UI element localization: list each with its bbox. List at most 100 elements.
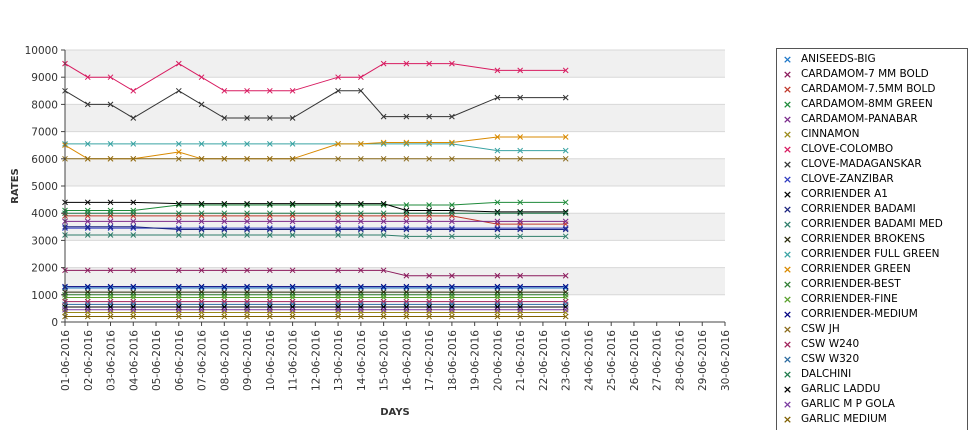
data-point	[562, 210, 569, 217]
data-point	[84, 313, 91, 320]
data-point	[358, 225, 364, 232]
data-point	[494, 306, 501, 313]
data-point	[494, 283, 501, 290]
legend-label: CSW W320	[801, 353, 860, 365]
legend-marker-icon: ×	[782, 278, 793, 291]
data-point	[449, 140, 455, 147]
data-point	[289, 285, 296, 291]
data-point	[494, 94, 501, 101]
legend-item: × CSW W320	[777, 352, 967, 367]
legend-label: CORRIENDER GREEN	[801, 263, 911, 275]
x-tick-label: 20-06-2016	[492, 330, 504, 391]
data-point	[130, 115, 137, 121]
data-point	[358, 155, 364, 162]
legend-label: CARDAMOM-PANABAR	[801, 113, 918, 125]
data-point	[517, 225, 524, 232]
data-point	[84, 101, 91, 108]
data-point	[380, 226, 387, 233]
data-point	[449, 155, 455, 162]
data-point	[403, 313, 410, 320]
legend-item: × CORRIENDER A1	[777, 187, 967, 202]
y-tick-label: 0	[51, 317, 58, 329]
data-point	[107, 101, 114, 108]
x-tick-label: 14-06-2016	[356, 330, 368, 391]
data-point	[107, 267, 114, 274]
data-point	[517, 155, 524, 162]
data-point	[221, 140, 228, 147]
legend-item: × ANISEEDS-BIG	[777, 52, 967, 67]
data-point	[335, 283, 341, 290]
data-point	[517, 147, 524, 154]
data-point	[175, 218, 182, 225]
x-tick-label: 22-06-2016	[538, 330, 550, 391]
data-point	[175, 155, 182, 162]
data-point	[517, 306, 524, 313]
data-point	[175, 232, 182, 238]
data-point	[175, 294, 182, 301]
data-point	[562, 218, 569, 225]
data-point	[494, 218, 501, 225]
data-point	[289, 115, 296, 121]
data-point	[84, 140, 91, 147]
data-point	[517, 134, 524, 140]
data-point	[130, 223, 137, 230]
data-point	[198, 202, 205, 208]
data-point	[494, 147, 501, 154]
y-tick-label: 5000	[31, 181, 58, 193]
data-point	[358, 74, 364, 81]
data-point	[380, 139, 387, 146]
data-point	[198, 225, 205, 232]
legend-item: × CLOVE-MADAGANSKAR	[777, 157, 967, 172]
data-point	[130, 210, 137, 217]
x-tick-labels: 01-06-2016 02-06-2016 03-06-2016 04-06-2016…	[60, 322, 732, 391]
data-point	[221, 115, 228, 121]
x-tick-label: 02-06-2016	[83, 330, 95, 391]
data-point	[449, 202, 455, 208]
legend-item: × CLOVE-ZANZIBAR	[777, 172, 967, 187]
legend-item: × CORRIENDER-FINE	[777, 292, 967, 307]
data-point	[335, 225, 341, 232]
x-tick-label: 18-06-2016	[447, 330, 459, 391]
data-point	[449, 283, 455, 290]
data-point	[380, 313, 387, 320]
data-point	[198, 313, 205, 320]
legend-marker-icon: ×	[782, 413, 793, 426]
x-tick-label: 11-06-2016	[288, 330, 300, 391]
data-point	[266, 313, 273, 320]
x-tick-label: 09-06-2016	[242, 330, 254, 391]
data-point	[198, 306, 205, 313]
data-point	[266, 87, 273, 94]
legend-item: × GARLIC LADDU	[777, 382, 967, 397]
data-point	[358, 140, 364, 147]
data-point	[449, 294, 455, 301]
data-point	[494, 313, 501, 320]
data-point	[84, 306, 91, 313]
plot-background-bands	[65, 50, 725, 322]
data-point	[175, 87, 182, 94]
data-point	[289, 226, 296, 233]
data-point	[380, 283, 387, 290]
data-point	[449, 210, 455, 217]
data-point	[244, 115, 250, 121]
data-point	[107, 306, 114, 313]
data-point	[244, 87, 250, 94]
data-point	[244, 210, 250, 217]
data-point	[380, 210, 387, 217]
data-point	[426, 272, 432, 279]
legend-item: × GARLIC MEDIUM	[777, 412, 967, 427]
data-point	[380, 232, 387, 238]
data-point	[380, 113, 387, 120]
x-tick-label: 05-06-2016	[151, 330, 163, 391]
legend-marker-icon: ×	[782, 128, 793, 141]
data-point	[244, 140, 250, 147]
data-point	[84, 285, 91, 291]
data-point	[494, 233, 501, 240]
legend-marker-icon: ×	[782, 368, 793, 381]
legend-label: CARDAMOM-7 MM BOLD	[801, 68, 929, 80]
data-point	[289, 87, 296, 94]
x-tick-label: 21-06-2016	[515, 330, 527, 391]
legend-marker-icon: ×	[782, 68, 793, 81]
data-point	[403, 233, 410, 240]
legend-label: CORRIENDER-FINE	[801, 293, 898, 305]
